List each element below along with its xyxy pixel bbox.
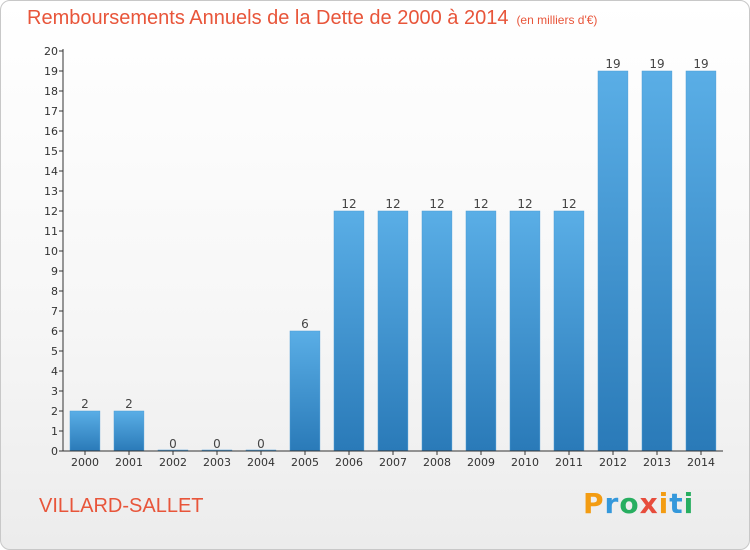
y-tick-label: 17 [44, 105, 58, 118]
x-tick-label: 2002 [159, 456, 187, 469]
value-label: 12 [517, 197, 532, 211]
bar-2005 [289, 330, 321, 452]
value-label: 2 [125, 397, 133, 411]
x-tick-label: 2014 [687, 456, 715, 469]
bar-2012 [597, 70, 629, 452]
y-tick-label: 12 [44, 205, 58, 218]
y-tick-label: 3 [51, 385, 58, 398]
y-tick-label: 11 [44, 225, 58, 238]
commune-name: VILLARD-SALLET [39, 495, 204, 517]
y-tick-label: 9 [51, 265, 58, 278]
y-tick-label: 6 [51, 325, 58, 338]
y-tick-label: 14 [44, 165, 58, 178]
bar-2013 [641, 70, 673, 452]
logo-letter: o [619, 487, 640, 520]
bar-2010 [509, 210, 541, 452]
x-tick-label: 2009 [467, 456, 495, 469]
chart-title: Remboursements Annuels de la Dette de 20… [27, 7, 509, 29]
bar-2007 [377, 210, 409, 452]
y-tick-label: 0 [51, 445, 58, 458]
logo-letter: t [669, 487, 684, 520]
logo-letter: i [683, 487, 695, 520]
x-tick-label: 2013 [643, 456, 671, 469]
value-label: 12 [561, 197, 576, 211]
value-label: 12 [429, 197, 444, 211]
x-tick-label: 2000 [71, 456, 99, 469]
bar-2014 [685, 70, 717, 452]
bars-group: 2 2 0 0 0 6 12 12 12 12 12 12 19 19 19 [69, 57, 717, 452]
bar-2000 [69, 410, 101, 452]
x-tick-label: 2008 [423, 456, 451, 469]
x-tick-label: 2001 [115, 456, 143, 469]
y-tick-label: 2 [51, 405, 58, 418]
x-tick-label: 2003 [203, 456, 231, 469]
y-tick-label: 5 [51, 345, 58, 358]
bar-2008 [421, 210, 453, 452]
value-label: 0 [257, 437, 265, 451]
value-label: 2 [81, 397, 89, 411]
logo-letter: i [658, 487, 670, 520]
value-label: 19 [605, 57, 620, 71]
y-tick-label: 13 [44, 185, 58, 198]
value-label: 0 [169, 437, 177, 451]
y-tick-label: 19 [44, 65, 58, 78]
logo-letter: x [639, 487, 659, 520]
x-tick-label: 2007 [379, 456, 407, 469]
y-tick-label: 4 [51, 365, 58, 378]
x-tick-label: 2010 [511, 456, 539, 469]
y-tick-label: 20 [44, 45, 58, 58]
logo-letter: r [604, 487, 620, 520]
y-tick-label: 18 [44, 85, 58, 98]
y-tick-label: 1 [51, 425, 58, 438]
x-tick-label: 2005 [291, 456, 319, 469]
x-tick-label: 2004 [247, 456, 275, 469]
y-tick-label: 15 [44, 145, 58, 158]
y-tick-label: 8 [51, 285, 58, 298]
y-tick-label: 16 [44, 125, 58, 138]
x-tick-label: 2011 [555, 456, 583, 469]
chart-title-block: Remboursements Annuels de la Dette de 20… [27, 7, 597, 30]
value-label: 12 [341, 197, 356, 211]
bar-2009 [465, 210, 497, 452]
value-label: 12 [385, 197, 400, 211]
x-tick-label: 2006 [335, 456, 363, 469]
logo-letter: P [583, 487, 605, 520]
value-label: 19 [649, 57, 664, 71]
value-label: 0 [213, 437, 221, 451]
value-label: 12 [473, 197, 488, 211]
x-tick-label: 2012 [599, 456, 627, 469]
y-tick-label: 10 [44, 245, 58, 258]
bar-2001 [113, 410, 145, 452]
value-label: 6 [301, 317, 309, 331]
bar-2006 [333, 210, 365, 452]
y-tick-label: 7 [51, 305, 58, 318]
bar-2011 [553, 210, 585, 452]
value-label: 19 [693, 57, 708, 71]
chart-subtitle: (en milliers d'€) [516, 13, 598, 27]
axes-group: 2000 2001 2002 2003 2004 2005 2006 2007 2008 2009… [44, 45, 723, 469]
proxiti-logo: Proxiti [583, 487, 694, 520]
